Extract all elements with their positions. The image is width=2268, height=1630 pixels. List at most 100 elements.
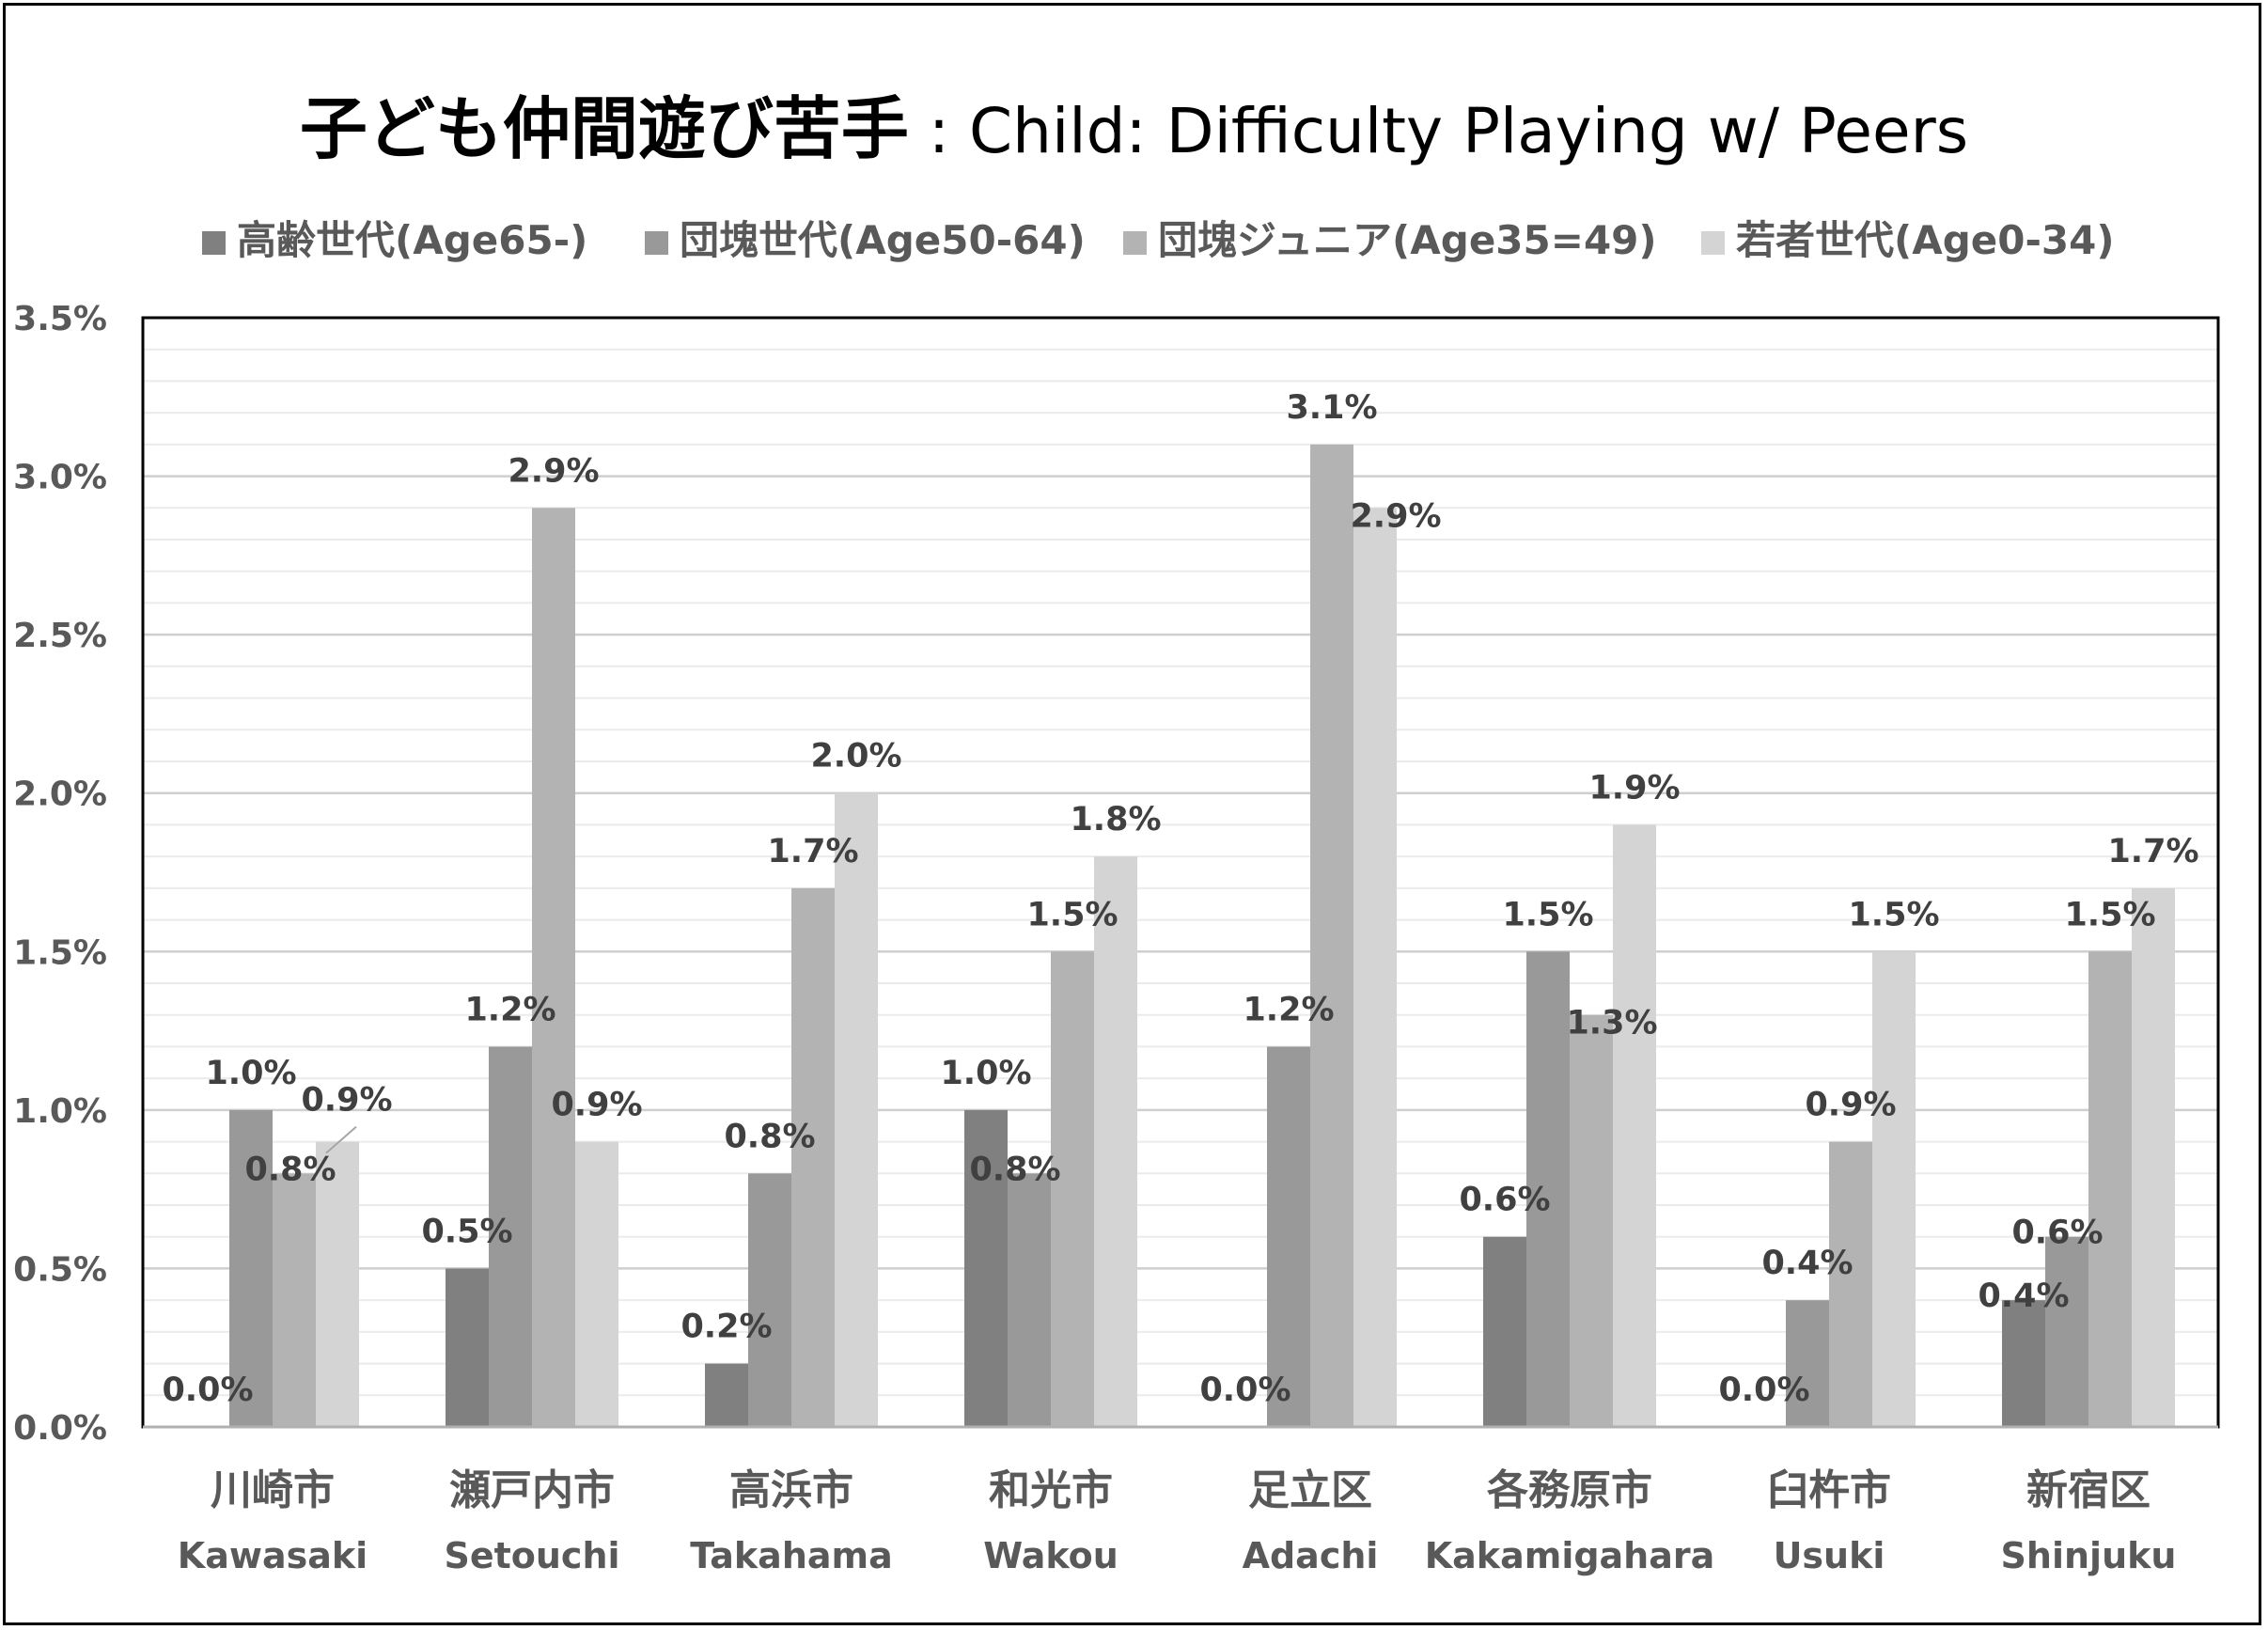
data-label: 0.6%: [1459, 1182, 1550, 1219]
x-label-jp: 瀬戸内市: [449, 1466, 615, 1514]
bar: [1353, 508, 1397, 1427]
x-label-en: Kawasaki: [178, 1535, 368, 1576]
data-label: 0.8%: [969, 1151, 1060, 1188]
y-tick-label: 1.5%: [13, 933, 107, 972]
legend-label-youth: 若者世代(Age0-34): [1736, 217, 2115, 263]
data-label: 1.9%: [1588, 769, 1680, 807]
data-label: 1.0%: [205, 1055, 296, 1092]
x-label-jp: 新宿区: [2026, 1466, 2151, 1514]
x-label-en: Shinjuku: [2001, 1535, 2177, 1576]
bars: [229, 444, 2175, 1427]
y-tick-label: 3.5%: [13, 300, 107, 338]
bar: [446, 1268, 489, 1427]
data-label: 1.5%: [2064, 896, 2155, 933]
bar: [532, 508, 575, 1427]
bar: [575, 1141, 618, 1427]
bar: [273, 1173, 316, 1427]
bar: [1094, 856, 1137, 1427]
bar: [748, 1173, 791, 1427]
data-label: 0.9%: [1805, 1087, 1896, 1124]
y-tick-label: 0.5%: [13, 1250, 107, 1289]
data-label: 1.2%: [1243, 991, 1334, 1028]
x-label-en: Kakamigahara: [1425, 1535, 1715, 1576]
data-label: 1.5%: [1502, 896, 1593, 933]
chart-title-en: : Child: Difficulty Playing w/ Peers: [908, 95, 1969, 167]
x-label-jp: 各務原市: [1487, 1466, 1652, 1514]
legend-label-boomer-juniors: 団塊ジュニア(Age35=49): [1158, 217, 1657, 263]
legend: 高齢世代(Age65-) 団塊世代(Age50-64) 団塊ジュニア(Age35…: [0, 209, 2268, 265]
leader-line: [325, 1125, 357, 1154]
x-label-en: Usuki: [1774, 1535, 1885, 1576]
x-label-jp: 高浜市: [729, 1466, 853, 1514]
legend-item-elderly: 高齢世代(Age65-): [202, 209, 587, 266]
legend-item-youth: 若者世代(Age0-34): [1701, 209, 2115, 266]
bar: [835, 792, 878, 1427]
bar: [229, 1109, 273, 1427]
data-label: 1.7%: [767, 833, 858, 870]
x-label-jp: 臼杵市: [1767, 1466, 1891, 1514]
data-label: 1.2%: [464, 991, 555, 1028]
legend-swatch-baby-boomers: [645, 231, 668, 255]
data-label: 0.4%: [1761, 1245, 1853, 1282]
bar: [2045, 1236, 2088, 1427]
data-label: 0.5%: [421, 1213, 512, 1250]
data-labels: 0.0% 1.0% 0.8% 0.9% 0.5% 1.2% 2.9% 0.9% 0.2% 0.8%…: [162, 389, 2198, 1409]
data-label: 0.0%: [1199, 1371, 1290, 1409]
x-axis-labels: 川崎市 Kawasaki 瀬戸内市 Setouchi 高浜市 Takahama 和光市 Wak…: [178, 1466, 2177, 1576]
bar: [1872, 951, 1916, 1427]
x-label-en: Adachi: [1243, 1535, 1379, 1576]
data-label: 3.1%: [1286, 389, 1377, 427]
data-label: 0.8%: [244, 1151, 336, 1188]
bar: [2088, 951, 2132, 1427]
bar: [1829, 1141, 1872, 1427]
bar: [1483, 1236, 1526, 1427]
x-label-jp: 和光市: [989, 1466, 1113, 1514]
x-label-en: Wakou: [983, 1535, 1118, 1576]
bar: [1267, 1046, 1310, 1427]
y-tick-label: 2.5%: [13, 617, 107, 655]
data-label: 1.7%: [2107, 833, 2198, 870]
data-label: 1.5%: [1848, 896, 1939, 933]
bar: [1526, 951, 1570, 1427]
x-label-en: Setouchi: [444, 1535, 619, 1576]
bar: [2132, 887, 2175, 1427]
legend-swatch-youth: [1701, 231, 1725, 255]
bar: [964, 1109, 1008, 1427]
legend-swatch-boomer-juniors: [1123, 231, 1147, 255]
bar: [1008, 1173, 1051, 1427]
data-label: 0.6%: [2011, 1215, 2103, 1252]
bar: [2002, 1300, 2045, 1427]
bar: [489, 1046, 532, 1427]
y-tick-label: 1.0%: [13, 1092, 107, 1131]
x-label-en: Takahama: [690, 1535, 893, 1576]
data-label: 0.0%: [162, 1371, 253, 1409]
data-label: 1.0%: [940, 1055, 1031, 1092]
legend-swatch-elderly: [202, 231, 226, 255]
data-label: 0.2%: [680, 1309, 772, 1346]
chart-title: 子ども仲間遊び苦手 : Child: Difficulty Playing w/…: [0, 73, 2268, 172]
data-label: 0.8%: [724, 1118, 815, 1155]
bar: [791, 887, 835, 1427]
x-label-jp: 足立区: [1248, 1466, 1372, 1514]
bar: [1570, 1014, 1613, 1427]
legend-label-elderly: 高齢世代(Age65-): [237, 217, 588, 263]
legend-label-baby-boomers: 団塊世代(Age50-64): [680, 217, 1086, 263]
legend-item-boomer-juniors: 団塊ジュニア(Age35=49): [1123, 209, 1657, 266]
data-label: 0.0%: [1718, 1371, 1809, 1409]
bar: [1613, 824, 1656, 1427]
bar: [705, 1363, 748, 1427]
data-label: 2.9%: [1350, 497, 1441, 535]
y-tick-label: 3.0%: [13, 459, 107, 497]
data-label: 0.9%: [301, 1082, 392, 1120]
y-axis-tick-labels: 0.0% 0.5% 1.0% 1.5% 2.0% 2.5% 3.0% 3.5%: [13, 300, 107, 1448]
bar: [1310, 444, 1353, 1427]
data-label: 1.5%: [1026, 896, 1118, 933]
data-label: 2.9%: [508, 452, 599, 490]
bar: [1051, 951, 1094, 1427]
data-label: 0.9%: [551, 1087, 642, 1124]
chart-title-jp: 子ども仲間遊び苦手: [299, 89, 909, 168]
leader-lines: [325, 1125, 357, 1154]
x-label-jp: 川崎市: [211, 1466, 335, 1514]
data-label: 1.3%: [1566, 1005, 1657, 1042]
